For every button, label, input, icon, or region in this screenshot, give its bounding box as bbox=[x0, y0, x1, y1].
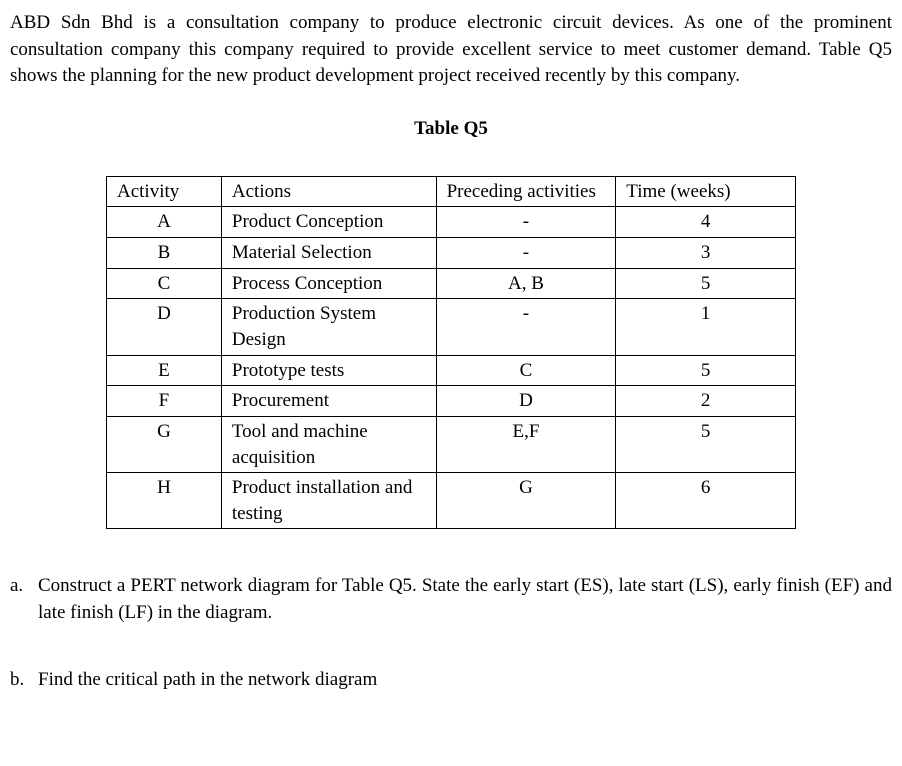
cell-time: 3 bbox=[616, 238, 796, 269]
cell-preceding: A, B bbox=[436, 268, 616, 299]
cell-time: 5 bbox=[616, 355, 796, 386]
header-time: Time (weeks) bbox=[616, 176, 796, 207]
header-actions: Actions bbox=[221, 176, 436, 207]
cell-actions: Procurement bbox=[221, 386, 436, 417]
cell-time: 2 bbox=[616, 386, 796, 417]
cell-actions: Prototype tests bbox=[221, 355, 436, 386]
cell-actions: Production System Design bbox=[221, 299, 436, 355]
cell-preceding: E,F bbox=[436, 416, 616, 472]
cell-time: 1 bbox=[616, 299, 796, 355]
intro-paragraph: ABD Sdn Bhd is a consultation company to… bbox=[10, 10, 892, 90]
cell-time: 6 bbox=[616, 473, 796, 529]
header-preceding: Preceding activities bbox=[436, 176, 616, 207]
cell-time: 4 bbox=[616, 207, 796, 238]
cell-activity: D bbox=[107, 299, 222, 355]
question-text: Construct a PERT network diagram for Tab… bbox=[38, 573, 892, 626]
header-activity: Activity bbox=[107, 176, 222, 207]
table-row: B Material Selection - 3 bbox=[107, 238, 796, 269]
cell-activity: H bbox=[107, 473, 222, 529]
cell-preceding: G bbox=[436, 473, 616, 529]
table-row: G Tool and machine acquisition E,F 5 bbox=[107, 416, 796, 472]
cell-preceding: C bbox=[436, 355, 616, 386]
cell-activity: A bbox=[107, 207, 222, 238]
cell-actions: Material Selection bbox=[221, 238, 436, 269]
table-caption: Table Q5 bbox=[10, 118, 892, 140]
cell-actions: Tool and machine acquisition bbox=[221, 416, 436, 472]
cell-actions: Product installation and testing bbox=[221, 473, 436, 529]
table-row: C Process Conception A, B 5 bbox=[107, 268, 796, 299]
question-text: Find the critical path in the network di… bbox=[38, 667, 892, 694]
cell-actions: Process Conception bbox=[221, 268, 436, 299]
activity-table: Activity Actions Preceding activities Ti… bbox=[106, 176, 796, 530]
table-container: Activity Actions Preceding activities Ti… bbox=[10, 176, 892, 530]
cell-activity: F bbox=[107, 386, 222, 417]
question-marker: a. bbox=[10, 573, 38, 626]
cell-activity: G bbox=[107, 416, 222, 472]
table-row: D Production System Design - 1 bbox=[107, 299, 796, 355]
table-row: H Product installation and testing G 6 bbox=[107, 473, 796, 529]
table-header-row: Activity Actions Preceding activities Ti… bbox=[107, 176, 796, 207]
cell-preceding: - bbox=[436, 207, 616, 238]
cell-actions: Product Conception bbox=[221, 207, 436, 238]
table-row: F Procurement D 2 bbox=[107, 386, 796, 417]
cell-time: 5 bbox=[616, 416, 796, 472]
table-row: A Product Conception - 4 bbox=[107, 207, 796, 238]
cell-activity: C bbox=[107, 268, 222, 299]
table-row: E Prototype tests C 5 bbox=[107, 355, 796, 386]
cell-activity: E bbox=[107, 355, 222, 386]
question-marker: b. bbox=[10, 667, 38, 694]
cell-preceding: - bbox=[436, 238, 616, 269]
cell-preceding: - bbox=[436, 299, 616, 355]
cell-preceding: D bbox=[436, 386, 616, 417]
cell-time: 5 bbox=[616, 268, 796, 299]
cell-activity: B bbox=[107, 238, 222, 269]
question-item: a. Construct a PERT network diagram for … bbox=[10, 573, 892, 626]
question-item: b. Find the critical path in the network… bbox=[10, 667, 892, 694]
